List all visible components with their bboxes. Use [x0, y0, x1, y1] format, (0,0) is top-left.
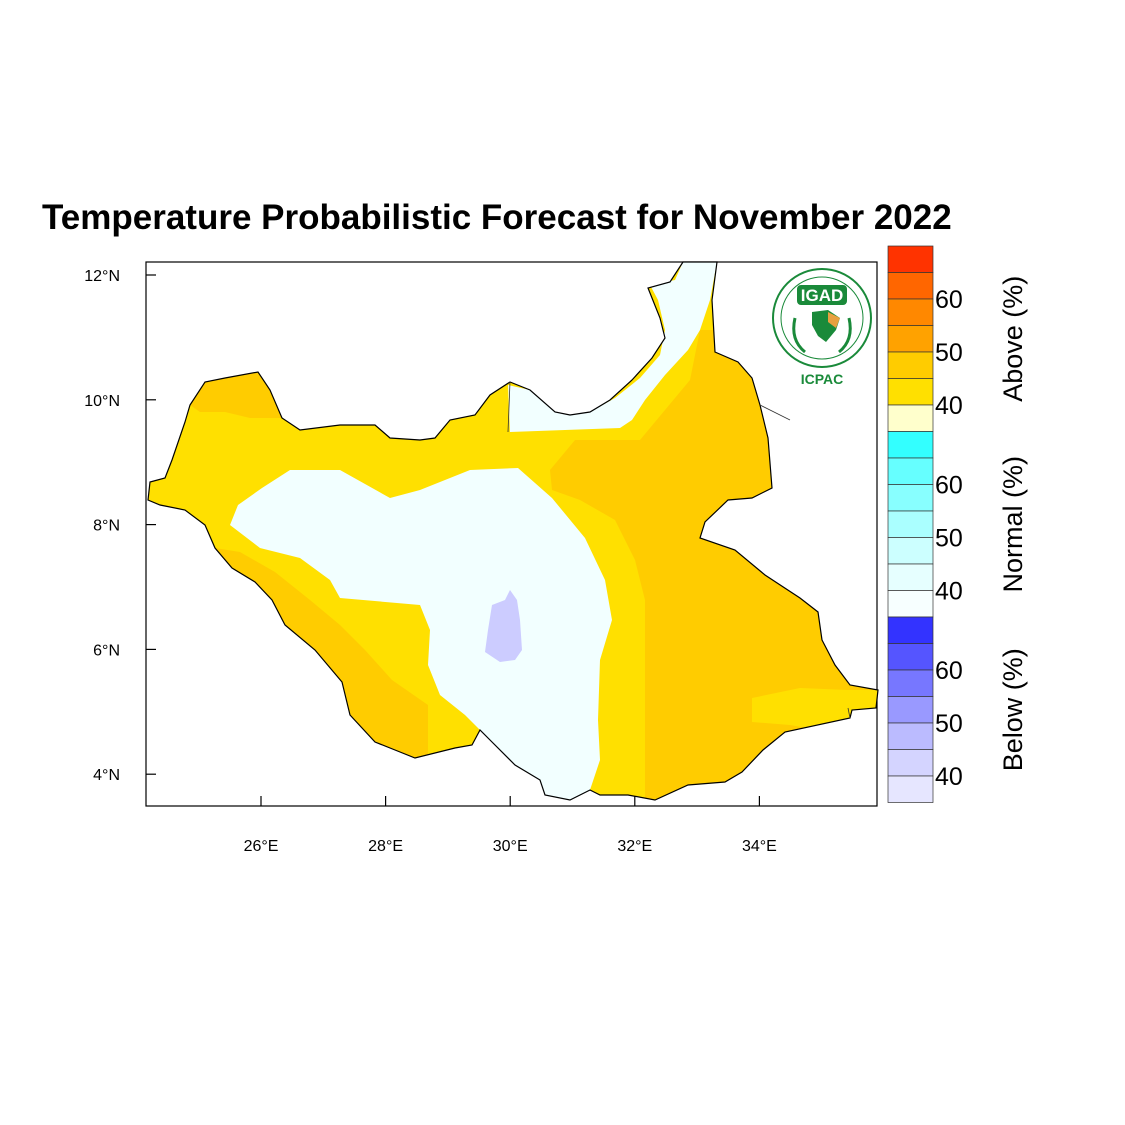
colorbar-swatch [887, 404, 934, 432]
colorbar-swatch [887, 484, 934, 512]
logo-bottom-text: ICPAC [801, 371, 844, 387]
colorbar-swatch [887, 749, 934, 777]
colorbar-tick-label: 60 [935, 286, 963, 314]
above-45-zone-northwest [190, 372, 282, 418]
colorbar-swatch [887, 616, 934, 644]
map-title: Temperature Probabilistic Forecast for N… [42, 198, 952, 237]
colorbar-swatch [887, 272, 934, 300]
colorbar-tick-label: 40 [935, 763, 963, 791]
colorbar-swatch [887, 537, 934, 565]
lon-tick-label: 26°E [244, 838, 279, 855]
logo-top-text: IGAD [801, 286, 844, 305]
colorbar-swatch [887, 722, 934, 750]
lon-tick-label: 32°E [617, 838, 652, 855]
colorbar-tick-label: 50 [935, 525, 963, 553]
normal-40-zone-central [230, 468, 612, 800]
internal-boundary [507, 381, 851, 719]
colorbar-tick-label: 60 [935, 472, 963, 500]
igad-region-icon [828, 312, 840, 328]
colorbar-swatch [887, 245, 934, 273]
lon-tick-label: 34°E [742, 838, 777, 855]
below-40-zone [485, 590, 522, 662]
colorbar-tick-label: 50 [935, 710, 963, 738]
lat-tick-label: 4°N [93, 767, 120, 784]
colorbar-swatch [887, 431, 934, 459]
colorbar-tick-label: 40 [935, 392, 963, 420]
colorbar-swatch [887, 590, 934, 618]
colorbar-tick-label: 40 [935, 578, 963, 606]
lon-tick-label: 30°E [493, 838, 528, 855]
colorbar-swatch [887, 775, 934, 803]
colorbar-group-label: Normal (%) [998, 456, 1028, 593]
lat-tick-label: 8°N [93, 518, 120, 535]
longitude-axis: 26°E 28°E 30°E 32°E 34°E [244, 796, 777, 855]
colorbar-swatch [887, 643, 934, 671]
colorbar-swatch [887, 457, 934, 485]
normal-40-zone-north [508, 262, 717, 432]
colorbar-swatch [887, 325, 934, 353]
colorbar-swatch [887, 696, 934, 724]
lat-tick-label: 10°N [84, 393, 120, 410]
lat-tick-label: 6°N [93, 642, 120, 659]
colorbar-swatch [887, 563, 934, 591]
colorbar-tick-label: 60 [935, 657, 963, 685]
colorbar-swatch [887, 669, 934, 697]
colorbar-group-label: Above (%) [998, 276, 1028, 402]
colorbar: 60 50 40 Above (%) 60 50 40 Normal (%) 60 50 40 Bel… [887, 245, 1028, 803]
colorbar-swatch [887, 510, 934, 538]
colorbar-tick-label: 50 [935, 339, 963, 367]
colorbar-swatch [887, 351, 934, 379]
colorbar-swatch [887, 298, 934, 326]
lon-tick-label: 28°E [368, 838, 403, 855]
wreath-icon [792, 317, 852, 354]
latitude-axis: 12°N 10°N 8°N 6°N 4°N [84, 268, 156, 784]
lat-tick-label: 12°N [84, 268, 120, 285]
colorbar-group-label: Below (%) [998, 648, 1028, 771]
igad-icpac-logo: IGAD ICPAC [772, 268, 872, 387]
country-border [147, 261, 879, 801]
colorbar-swatch [887, 378, 934, 406]
